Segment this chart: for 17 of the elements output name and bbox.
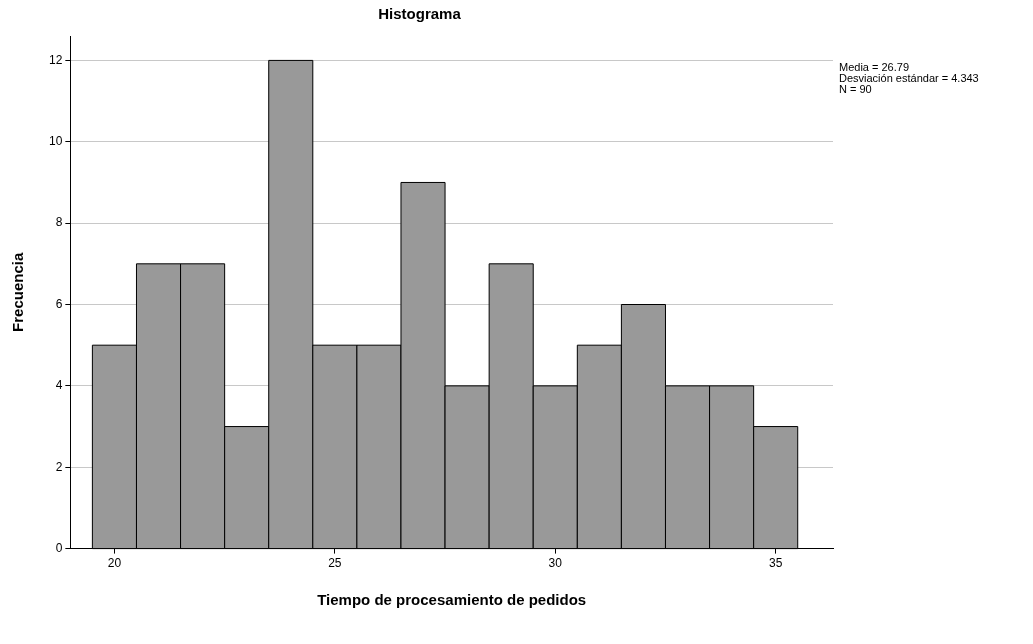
y-axis-title: Frecuencia [9,252,27,332]
text: Media = 26.79 [839,60,910,73]
x-tick-label: 20 [107,556,122,571]
y-tick-label: 2 [55,459,63,474]
y-tick-label: 4 [55,378,63,393]
y-tick-label: 6 [55,296,63,311]
x-tick-label: 35 [769,556,783,571]
x-tick-label: 25 [328,556,342,571]
chart-title: Histograma [378,5,462,23]
y-tick-label: 12 [48,52,63,67]
y-tick-label: 0 [55,540,63,555]
text: N = 90 [839,82,872,95]
y-tick-label: 10 [48,134,63,149]
text: Desviación estándar = 4.343 [839,71,979,84]
x-axis-title: Tiempo de procesamiento de pedidos [317,591,587,609]
y-tick-label: 8 [55,215,63,230]
x-tick-label: 30 [548,556,563,571]
